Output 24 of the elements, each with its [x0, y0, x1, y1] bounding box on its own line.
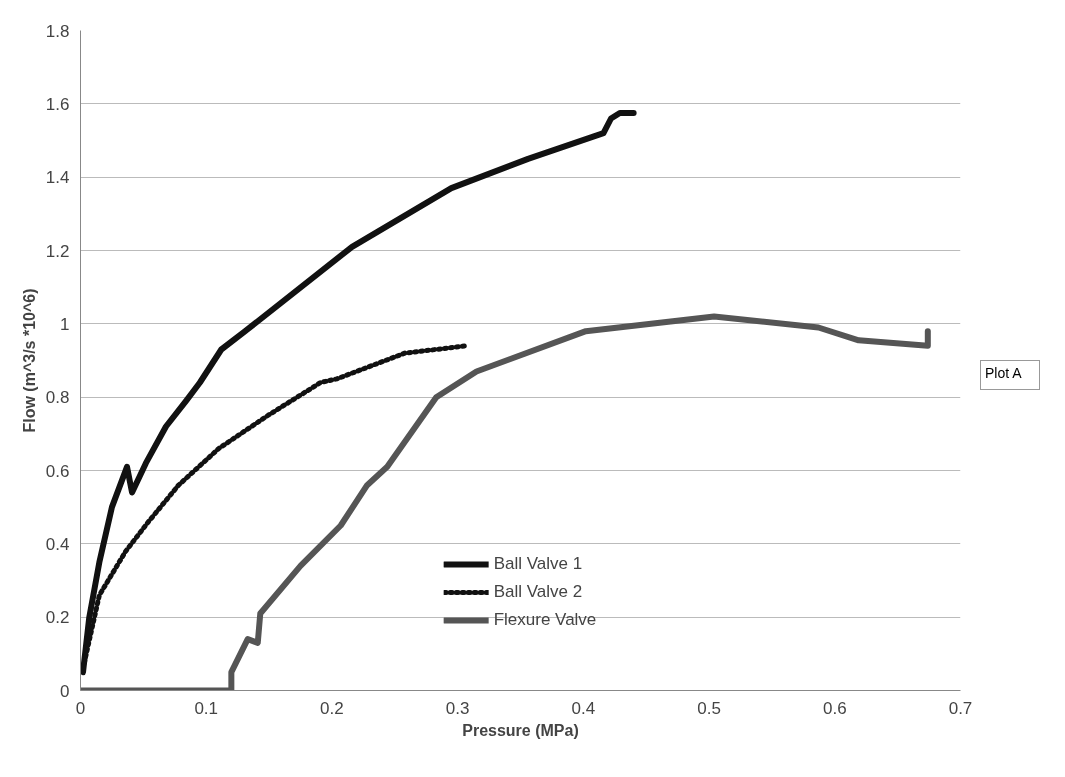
- x-tick-label: 0.4: [571, 698, 596, 718]
- x-tick-label: 0.7: [948, 698, 973, 718]
- y-tick-label: 1: [60, 314, 70, 334]
- y-tick-label: 0.8: [45, 388, 70, 408]
- legend-label: Ball Valve 1: [493, 554, 583, 574]
- text: Plot A: [985, 364, 1022, 383]
- x-tick-label: 0.1: [194, 698, 219, 718]
- x-tick-label: 0.2: [320, 698, 344, 718]
- legend-label: Ball Valve 2: [493, 582, 583, 602]
- legend-label: Flexure Valve: [493, 610, 597, 630]
- x-tick-label: 0.3: [445, 698, 470, 718]
- y-tick-label: 0.4: [45, 534, 70, 554]
- y-tick-label: 0: [60, 681, 70, 701]
- y-tick-label: 0.6: [45, 461, 70, 481]
- y-tick-label: 1.8: [45, 21, 70, 41]
- y-tick-label: 1.6: [45, 94, 70, 114]
- y-tick-label: 1.2: [45, 241, 70, 261]
- y-axis-title: Flow (m^3/s *10^6): [20, 288, 38, 433]
- x-tick-label: 0: [75, 698, 86, 718]
- x-tick-label: 0.6: [822, 698, 847, 718]
- x-axis-title: Pressure (MPa): [462, 721, 579, 739]
- y-tick-label: 1.4: [45, 168, 70, 188]
- y-tick-label: 0.2: [45, 608, 70, 628]
- x-tick-label: 0.5: [697, 698, 721, 718]
